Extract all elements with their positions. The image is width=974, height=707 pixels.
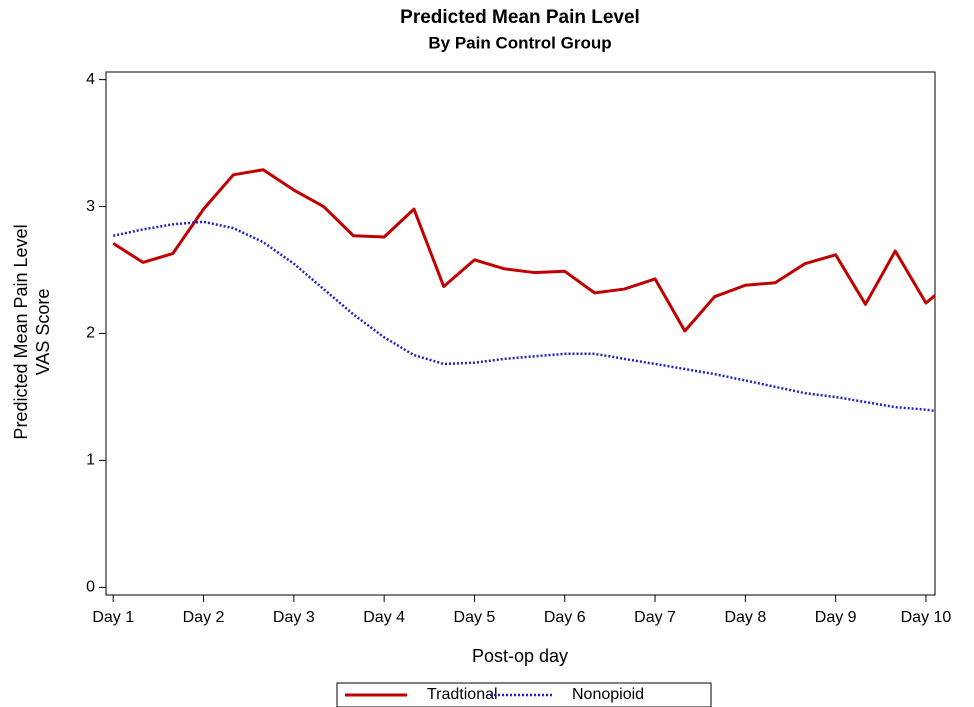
y-tick-label: 3: [86, 198, 95, 215]
legend-label: Tradtional: [427, 686, 498, 703]
plot-frame: [105, 71, 936, 596]
line-series: [112, 168, 936, 333]
x-tick-label: Day 5: [454, 609, 496, 626]
x-tick-label: Day 8: [724, 609, 766, 626]
y-tick-label: 0: [86, 579, 95, 596]
y-tick-label: 1: [86, 452, 95, 469]
x-tick-label: Day 2: [183, 609, 225, 626]
chart-title: Predicted Mean Pain Level: [400, 7, 640, 28]
y-axis-label: VAS Score: [33, 289, 53, 376]
y-axis-label: Predicted Mean Pain Level: [11, 224, 31, 439]
x-tick-label: Day 9: [815, 609, 857, 626]
y-tick-label: 2: [86, 325, 95, 342]
x-tick-label: Day 7: [634, 609, 676, 626]
x-tick-label: Day 10: [901, 609, 952, 626]
x-axis-label: Post-op day: [472, 646, 568, 666]
line-series: [112, 220, 936, 413]
legend-label: Nonopioid: [572, 686, 644, 703]
y-tick-label: 4: [86, 71, 95, 88]
x-tick-label: Day 3: [273, 609, 315, 626]
x-tick-label: Day 4: [363, 609, 405, 626]
legend-box: [336, 682, 712, 707]
x-tick-label: Day 6: [544, 609, 586, 626]
chart-subtitle: By Pain Control Group: [428, 33, 611, 52]
x-tick-label: Day 1: [92, 609, 134, 626]
